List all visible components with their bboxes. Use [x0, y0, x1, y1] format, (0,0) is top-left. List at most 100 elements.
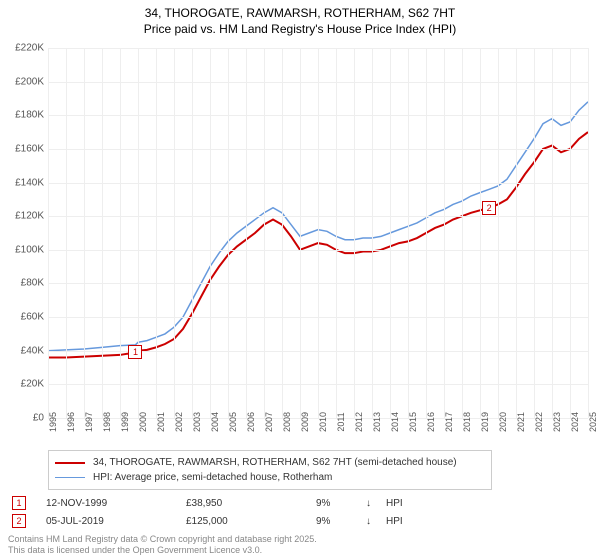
x-tick-label: 2019 — [480, 412, 490, 432]
gridline-vertical — [228, 48, 229, 418]
gridline-vertical — [282, 48, 283, 418]
gridline-vertical — [318, 48, 319, 418]
gridline-vertical — [462, 48, 463, 418]
title-line-2: Price paid vs. HM Land Registry's House … — [10, 22, 590, 38]
y-axis: £0£20K£40K£60K£80K£100K£120K£140K£160K£1… — [0, 48, 48, 418]
x-tick-label: 2007 — [264, 412, 274, 432]
x-tick-label: 2023 — [552, 412, 562, 432]
gridline-vertical — [84, 48, 85, 418]
gridline-vertical — [552, 48, 553, 418]
y-tick-label: £140K — [15, 177, 44, 188]
y-tick-label: £60K — [21, 312, 44, 323]
gridline-vertical — [408, 48, 409, 418]
x-tick-label: 2000 — [138, 412, 148, 432]
x-tick-label: 2001 — [156, 412, 166, 432]
chart-plot-area: 12 — [48, 48, 588, 418]
gridline-vertical — [390, 48, 391, 418]
title-line-1: 34, THOROGATE, RAWMARSH, ROTHERHAM, S62 … — [10, 6, 590, 22]
x-tick-label: 1997 — [84, 412, 94, 432]
gridline-vertical — [192, 48, 193, 418]
y-tick-label: £220K — [15, 43, 44, 54]
x-tick-label: 2010 — [318, 412, 328, 432]
x-tick-label: 2016 — [426, 412, 436, 432]
legend-swatch — [55, 477, 85, 479]
y-tick-label: £120K — [15, 211, 44, 222]
x-tick-label: 2014 — [390, 412, 400, 432]
x-tick-label: 2006 — [246, 412, 256, 432]
gridline-vertical — [66, 48, 67, 418]
y-tick-label: £100K — [15, 244, 44, 255]
legend-row-property: 34, THOROGATE, RAWMARSH, ROTHERHAM, S62 … — [55, 455, 485, 470]
gridline-vertical — [372, 48, 373, 418]
y-tick-label: £200K — [15, 76, 44, 87]
gridline-vertical — [570, 48, 571, 418]
down-arrow-icon: ↓ — [366, 498, 386, 509]
x-tick-label: 2008 — [282, 412, 292, 432]
chart-marker-2: 2 — [482, 201, 496, 215]
gridline-vertical — [444, 48, 445, 418]
legend-label: 34, THOROGATE, RAWMARSH, ROTHERHAM, S62 … — [93, 455, 457, 470]
legend: 34, THOROGATE, RAWMARSH, ROTHERHAM, S62 … — [48, 450, 492, 490]
x-tick-label: 2005 — [228, 412, 238, 432]
x-tick-label: 2024 — [570, 412, 580, 432]
transaction-price: £38,950 — [186, 498, 316, 509]
y-tick-label: £0 — [33, 413, 44, 424]
gridline-vertical — [156, 48, 157, 418]
gridline-vertical — [48, 48, 49, 418]
x-tick-label: 2011 — [336, 412, 346, 431]
gridline-vertical — [588, 48, 589, 418]
transaction-marker: 2 — [12, 514, 26, 528]
transaction-date: 12-NOV-1999 — [46, 498, 186, 509]
transaction-rows: 1 12-NOV-1999£38,9509%↓HPI 2 05-JUL-2019£12… — [8, 494, 592, 530]
gridline-vertical — [246, 48, 247, 418]
x-tick-label: 2013 — [372, 412, 382, 432]
gridline-vertical — [264, 48, 265, 418]
x-tick-label: 2017 — [444, 412, 454, 432]
transaction-marker: 1 — [12, 496, 26, 510]
gridline-vertical — [426, 48, 427, 418]
gridline-vertical — [480, 48, 481, 418]
transaction-date: 05-JUL-2019 — [46, 516, 186, 527]
gridline-vertical — [300, 48, 301, 418]
gridline-vertical — [534, 48, 535, 418]
x-tick-label: 1999 — [120, 412, 130, 432]
transaction-price: £125,000 — [186, 516, 316, 527]
x-tick-label: 1996 — [66, 412, 76, 432]
x-tick-label: 2015 — [408, 412, 418, 432]
x-tick-label: 2025 — [588, 412, 598, 432]
chart-marker-1: 1 — [128, 345, 142, 359]
gridline-vertical — [210, 48, 211, 418]
x-tick-label: 2021 — [516, 412, 526, 432]
x-axis: 1995199619971998199920002001200220032004… — [48, 418, 588, 448]
y-tick-label: £80K — [21, 278, 44, 289]
transaction-pct: 9% — [316, 516, 366, 527]
transaction-row: 2 05-JUL-2019£125,0009%↓HPI — [8, 512, 592, 530]
x-tick-label: 1995 — [48, 412, 58, 432]
gridline-vertical — [336, 48, 337, 418]
x-tick-label: 1998 — [102, 412, 112, 432]
legend-row-hpi: HPI: Average price, semi-detached house,… — [55, 470, 485, 485]
gridline-vertical — [120, 48, 121, 418]
transaction-pct: 9% — [316, 498, 366, 509]
footer-line-1: Contains HM Land Registry data © Crown c… — [8, 534, 317, 545]
x-tick-label: 2004 — [210, 412, 220, 432]
gridline-vertical — [354, 48, 355, 418]
y-tick-label: £160K — [15, 143, 44, 154]
y-tick-label: £40K — [21, 345, 44, 356]
gridline-vertical — [138, 48, 139, 418]
legend-label: HPI: Average price, semi-detached house,… — [93, 470, 332, 485]
chart-title: 34, THOROGATE, RAWMARSH, ROTHERHAM, S62 … — [0, 0, 600, 39]
y-tick-label: £20K — [21, 379, 44, 390]
gridline-vertical — [102, 48, 103, 418]
transaction-vs: HPI — [386, 516, 403, 527]
gridline-vertical — [174, 48, 175, 418]
x-tick-label: 2018 — [462, 412, 472, 432]
gridline-vertical — [516, 48, 517, 418]
footer-line-2: This data is licensed under the Open Gov… — [8, 545, 317, 556]
x-tick-label: 2009 — [300, 412, 310, 432]
x-tick-label: 2020 — [498, 412, 508, 432]
down-arrow-icon: ↓ — [366, 516, 386, 527]
x-tick-label: 2022 — [534, 412, 544, 432]
y-tick-label: £180K — [15, 110, 44, 121]
gridline-vertical — [498, 48, 499, 418]
